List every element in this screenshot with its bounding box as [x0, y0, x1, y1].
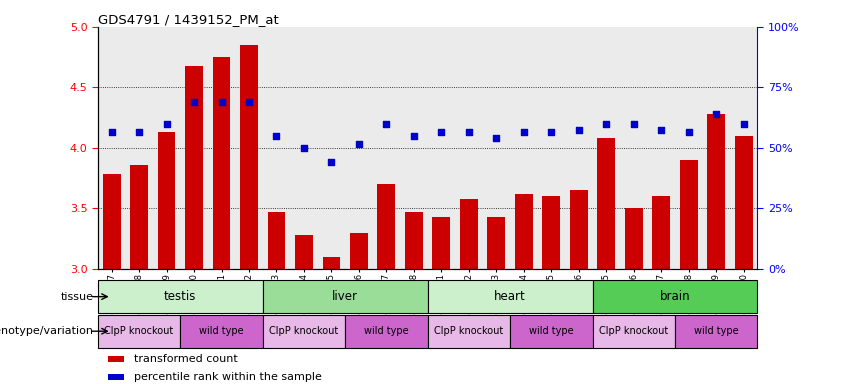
Bar — [625, 208, 643, 269]
Bar — [542, 196, 560, 269]
Bar — [108, 374, 124, 380]
Bar — [263, 315, 346, 348]
Bar — [213, 57, 231, 269]
Text: tissue: tissue — [60, 291, 94, 302]
Text: liver: liver — [332, 290, 358, 303]
Point — [627, 121, 641, 127]
Bar — [592, 315, 675, 348]
Point — [572, 127, 585, 133]
Point — [435, 129, 448, 135]
Point — [489, 135, 503, 141]
Bar — [103, 174, 121, 269]
Text: percentile rank within the sample: percentile rank within the sample — [134, 372, 322, 382]
Bar — [186, 66, 203, 269]
Text: brain: brain — [660, 290, 690, 303]
Point — [380, 121, 393, 127]
Bar — [652, 196, 670, 269]
Bar — [510, 315, 592, 348]
Bar — [98, 280, 263, 313]
Text: ClpP knockout: ClpP knockout — [434, 326, 504, 336]
Point — [407, 133, 420, 139]
Text: ClpP knockout: ClpP knockout — [105, 326, 174, 336]
Point — [187, 99, 201, 105]
Bar — [405, 212, 423, 269]
Bar — [570, 190, 588, 269]
Bar — [263, 280, 427, 313]
Bar — [98, 315, 180, 348]
Bar — [597, 138, 615, 269]
Bar — [432, 217, 450, 269]
Bar — [592, 280, 757, 313]
Text: ClpP knockout: ClpP knockout — [270, 326, 339, 336]
Point — [517, 129, 531, 135]
Text: GDS4791 / 1439152_PM_at: GDS4791 / 1439152_PM_at — [98, 13, 278, 26]
Text: wild type: wild type — [529, 326, 574, 336]
Bar — [515, 194, 533, 269]
Point — [654, 127, 668, 133]
Bar — [675, 315, 757, 348]
Text: heart: heart — [494, 290, 526, 303]
Point — [132, 129, 146, 135]
Bar — [427, 280, 592, 313]
Point — [297, 145, 311, 151]
Bar — [734, 136, 752, 269]
Point — [214, 99, 228, 105]
Text: genotype/variation: genotype/variation — [0, 326, 94, 336]
Bar — [180, 315, 263, 348]
Point — [160, 121, 174, 127]
Bar — [295, 235, 313, 269]
Bar — [707, 114, 725, 269]
Bar — [267, 212, 285, 269]
Bar — [378, 184, 396, 269]
Text: testis: testis — [164, 290, 197, 303]
Text: wild type: wild type — [694, 326, 739, 336]
Bar — [323, 257, 340, 269]
Point — [352, 141, 366, 147]
Bar — [460, 199, 477, 269]
Point — [737, 121, 751, 127]
Point — [599, 121, 613, 127]
Text: wild type: wild type — [199, 326, 244, 336]
Point — [462, 129, 476, 135]
Text: wild type: wild type — [364, 326, 408, 336]
Point — [243, 99, 256, 105]
Bar — [488, 217, 505, 269]
Bar — [350, 233, 368, 269]
Point — [710, 111, 723, 117]
Bar — [680, 160, 698, 269]
Bar — [130, 165, 148, 269]
Bar — [240, 45, 258, 269]
Point — [545, 129, 558, 135]
Bar — [108, 356, 124, 362]
Point — [324, 159, 338, 166]
Text: ClpP knockout: ClpP knockout — [599, 326, 668, 336]
Bar — [346, 315, 427, 348]
Text: transformed count: transformed count — [134, 354, 238, 364]
Point — [105, 129, 118, 135]
Bar — [157, 132, 175, 269]
Point — [682, 129, 695, 135]
Point — [270, 133, 283, 139]
Bar — [427, 315, 510, 348]
